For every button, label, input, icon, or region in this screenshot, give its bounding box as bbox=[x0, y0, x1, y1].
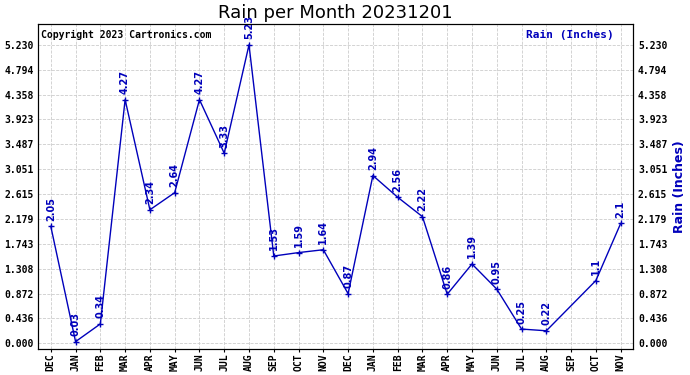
Text: 0.86: 0.86 bbox=[442, 265, 452, 289]
Text: Rain (Inches): Rain (Inches) bbox=[526, 30, 614, 40]
Text: 2.22: 2.22 bbox=[417, 187, 427, 211]
Text: 0.34: 0.34 bbox=[95, 294, 106, 318]
Text: 0.03: 0.03 bbox=[70, 312, 81, 336]
Text: 1.64: 1.64 bbox=[318, 220, 328, 244]
Text: 1.53: 1.53 bbox=[269, 226, 279, 251]
Text: 0.95: 0.95 bbox=[492, 260, 502, 284]
Text: 3.33: 3.33 bbox=[219, 124, 229, 148]
Title: Rain per Month 20231201: Rain per Month 20231201 bbox=[219, 4, 453, 22]
Text: 1.39: 1.39 bbox=[467, 234, 477, 258]
Y-axis label: Rain (Inches): Rain (Inches) bbox=[673, 140, 686, 233]
Text: 5.23: 5.23 bbox=[244, 15, 254, 39]
Text: 2.05: 2.05 bbox=[46, 197, 56, 221]
Text: 1.59: 1.59 bbox=[293, 223, 304, 247]
Text: 0.87: 0.87 bbox=[343, 264, 353, 288]
Text: 1.1: 1.1 bbox=[591, 258, 601, 275]
Text: 2.56: 2.56 bbox=[393, 168, 403, 192]
Text: 4.27: 4.27 bbox=[195, 70, 204, 94]
Text: 2.64: 2.64 bbox=[170, 163, 179, 187]
Text: 2.34: 2.34 bbox=[145, 180, 155, 204]
Text: 0.25: 0.25 bbox=[517, 300, 526, 324]
Text: 0.22: 0.22 bbox=[542, 301, 551, 325]
Text: 4.27: 4.27 bbox=[120, 70, 130, 94]
Text: Copyright 2023 Cartronics.com: Copyright 2023 Cartronics.com bbox=[41, 30, 212, 40]
Text: 2.94: 2.94 bbox=[368, 146, 378, 170]
Text: 2.1: 2.1 bbox=[615, 201, 626, 218]
